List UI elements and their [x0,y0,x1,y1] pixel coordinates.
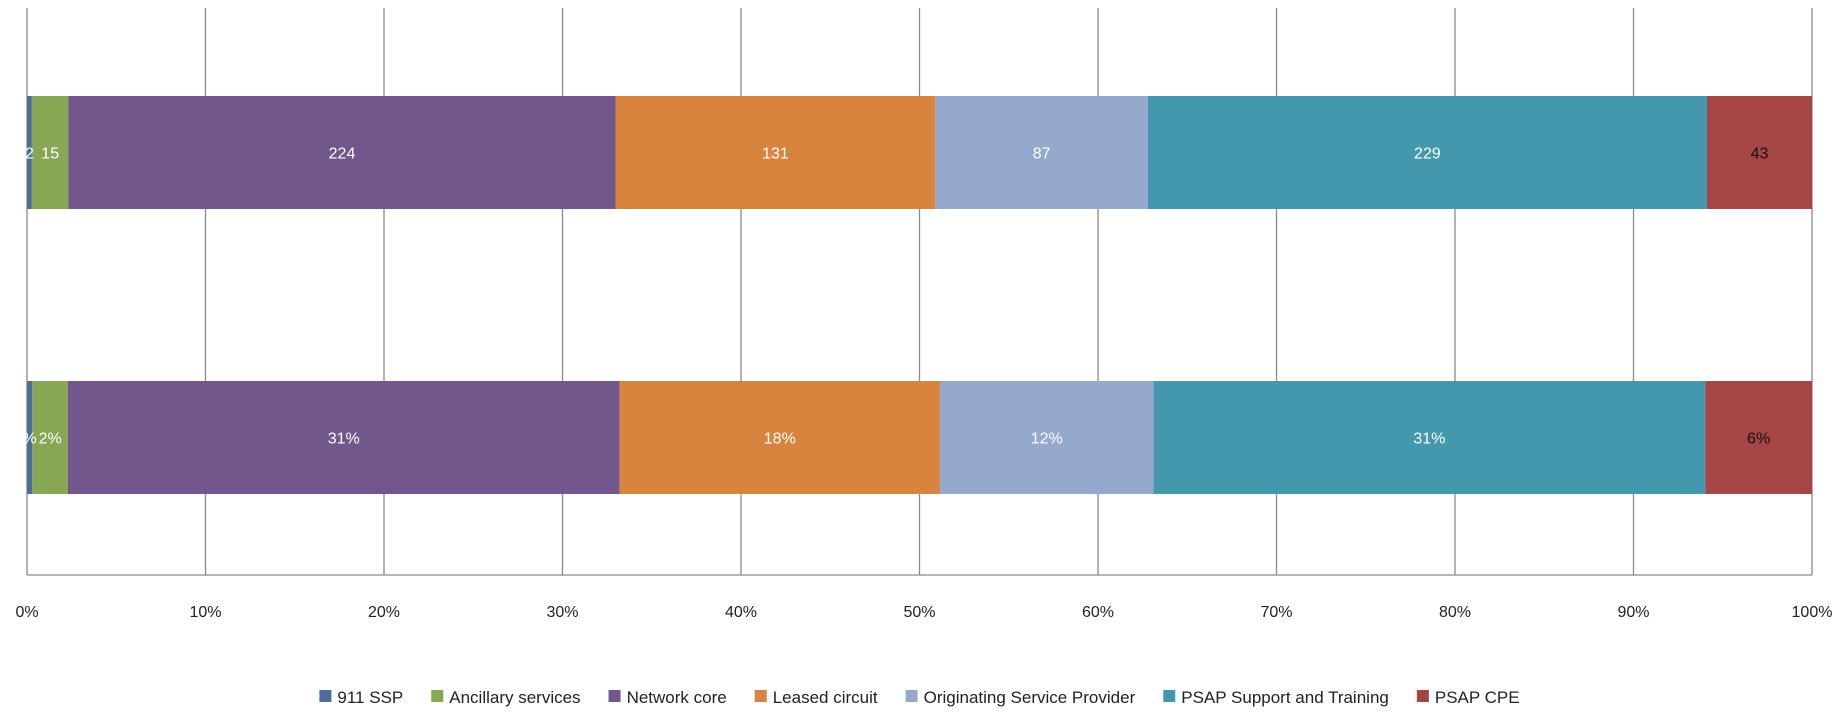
bars [27,96,1812,494]
x-tick-label: 10% [189,604,221,621]
legend-swatch [1163,690,1176,702]
legend-item: PSAP Support and Training [1163,688,1389,707]
x-tick-label: 50% [903,604,935,621]
legend-label: 911 SSP [337,688,403,707]
segment-label: 31% [328,431,360,448]
legend-label: PSAP CPE [1435,688,1520,707]
legend-swatch [1416,690,1429,702]
bar-segment [27,381,33,494]
segment-label: 12% [1031,431,1063,448]
segment-label: % [23,431,37,448]
segment-label: 87 [1033,146,1051,163]
bar-segment [1707,96,1812,209]
legend-label: Ancillary services [449,688,580,707]
legend-item: 911 SSP [319,688,403,707]
bar-segment [619,381,940,494]
legend-label: Originating Service Provider [924,688,1136,707]
segment-label: 2% [39,431,62,448]
legend-item: PSAP CPE [1416,688,1520,707]
legend-swatch [608,690,621,702]
segment-label: 229 [1414,146,1441,163]
segment-label: 2 [25,146,34,163]
x-tick-label: 70% [1260,604,1292,621]
legend: 911 SSP Ancillary services Network core Lea… [319,688,1520,707]
bar-segment [31,96,69,209]
x-tick-label: 100% [1792,604,1833,621]
legend-label: Network core [627,688,727,707]
x-tick-label: 60% [1082,604,1114,621]
x-tick-label: 0% [15,604,38,621]
segment-label: 18% [764,431,796,448]
legend-item: Network core [608,688,727,707]
x-tick-label: 30% [546,604,578,621]
data-labels: 2 15 224 131 87 229 43% 2% 31% 18% 12% 31% 6% [23,146,1771,448]
bar-segment [1147,96,1707,209]
segment-label: 43 [1751,146,1769,163]
bar-segment [615,96,936,209]
x-axis-ticks: 0% 10% 20% 30% 40% 50% 60% 70% 80% 90% 100% [15,604,1832,621]
segment-label: 224 [329,146,356,163]
legend-item: Leased circuit [754,688,878,707]
segment-label: 15 [41,146,59,163]
legend-label: Leased circuit [773,688,878,707]
legend-item: Ancillary services [431,688,581,707]
segment-label: 131 [762,146,789,163]
bar-segment [1705,381,1812,494]
x-tick-label: 90% [1617,604,1649,621]
legend-swatch [754,690,767,702]
legend-swatch [905,690,918,702]
legend-swatch [319,690,332,702]
x-tick-label: 20% [368,604,400,621]
segment-label: 6% [1747,431,1770,448]
bar-segment [939,381,1154,494]
bar-segment [27,96,32,209]
bar-segment [67,381,620,494]
bar-segment [1153,381,1706,494]
x-tick-label: 40% [725,604,757,621]
legend-label: PSAP Support and Training [1181,688,1389,707]
bar-segment [68,96,616,209]
legend-item: Originating Service Provider [905,688,1136,707]
bar-segment [935,96,1148,209]
legend-swatch [431,690,444,702]
x-tick-label: 80% [1439,604,1471,621]
bar-segment [32,381,68,494]
segment-label: 31% [1413,431,1445,448]
